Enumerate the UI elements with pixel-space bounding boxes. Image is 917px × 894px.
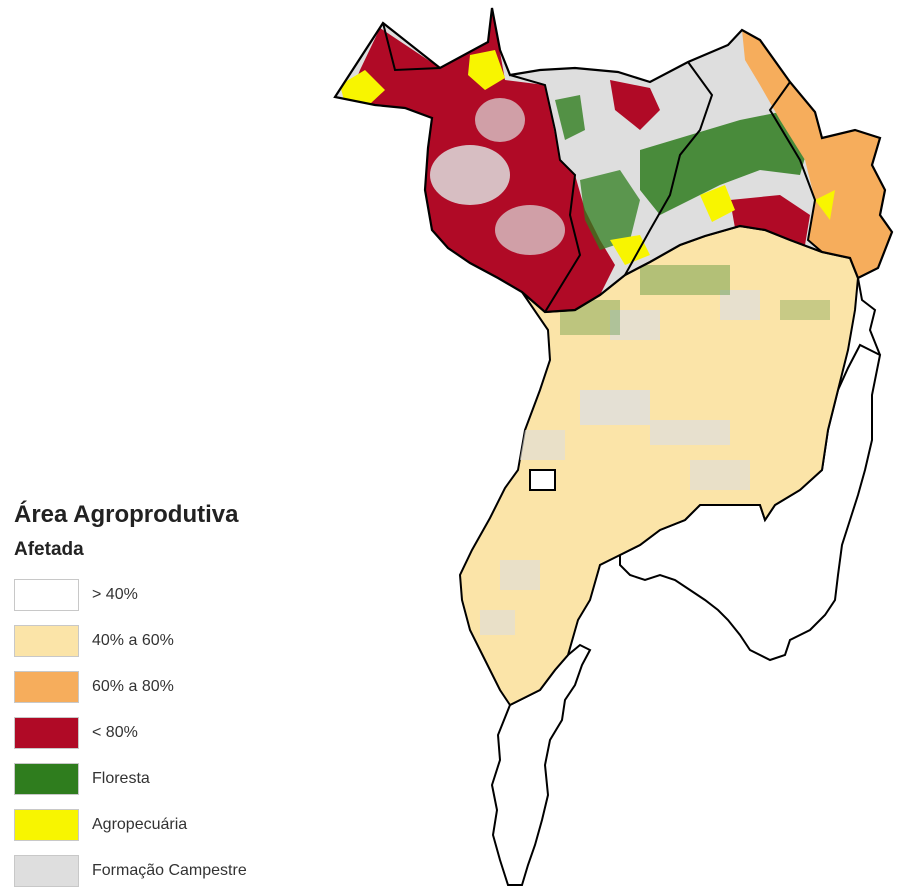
legend-label: Agropecuária [92,816,188,833]
region-north [333,7,894,356]
legend-items: > 40% 40% a 60% 60% a 80% < 80% Floresta Agro… [14,572,344,894]
region-white-southwest [490,643,592,886]
legend-label: 40% a 60% [92,632,174,649]
legend-swatch [14,763,79,795]
legend-item: Floresta [14,756,344,802]
legend-swatch [14,625,79,657]
legend-swatch [14,717,79,749]
legend-item: > 40% [14,572,344,618]
legend-item: Agropecuária [14,802,344,848]
legend-swatch [14,579,79,611]
legend-label: Floresta [92,770,150,787]
legend-label: Formação Campestre [92,862,247,879]
legend-item: Formação Campestre [14,848,344,894]
legend-label: < 80% [92,724,138,741]
legend-label: 60% a 80% [92,678,174,695]
legend-subtitle: Afetada [14,539,84,560]
legend-swatch [14,671,79,703]
map-legend: Área Agroprodutiva Afetada > 40% 40% a 60… [14,500,344,894]
legend-item: 60% a 80% [14,664,344,710]
legend-item: 40% a 60% [14,618,344,664]
legend-item: < 80% [14,710,344,756]
legend-swatch [14,855,79,887]
region-60-80 [742,30,892,278]
legend-label: > 40% [92,586,138,603]
legend-title: Área Agroprodutiva [14,501,239,528]
legend-swatch [14,809,79,841]
